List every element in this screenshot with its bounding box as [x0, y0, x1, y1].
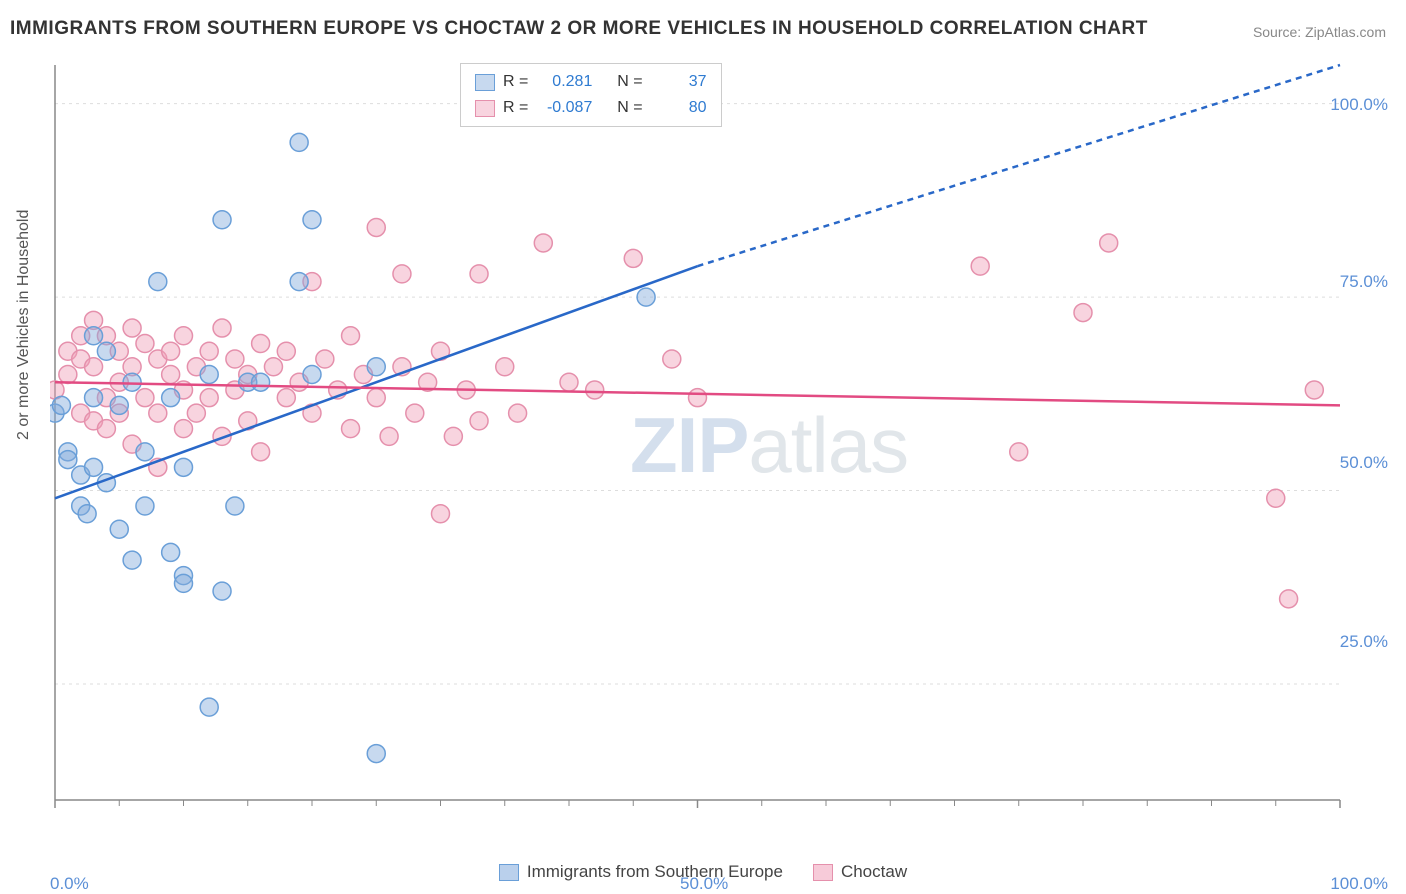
r-label-a: R =: [503, 73, 528, 91]
bottom-legend-label-a: Immigrants from Southern Europe: [527, 862, 783, 882]
bottom-legend-label-b: Choctaw: [841, 862, 907, 882]
plot-area: [50, 60, 1390, 830]
y-tick-25: 25.0%: [1340, 632, 1388, 652]
y-tick-100: 100.0%: [1330, 95, 1388, 115]
r-label-b: R =: [503, 99, 528, 117]
n-value-a: 37: [651, 73, 707, 91]
r-value-a: 0.281: [536, 73, 592, 91]
source-attribution: Source: ZipAtlas.com: [1253, 24, 1386, 40]
y-tick-50: 50.0%: [1340, 453, 1388, 473]
bottom-legend-item-b: Choctaw: [813, 862, 907, 882]
y-tick-75: 75.0%: [1340, 272, 1388, 292]
y-axis-label: 2 or more Vehicles in Household: [15, 210, 33, 440]
r-value-b: -0.087: [536, 99, 592, 117]
n-value-b: 80: [651, 99, 707, 117]
swatch-series-b: [475, 100, 495, 117]
scatter-plot-svg: [50, 60, 1390, 830]
correlation-legend: R = 0.281 N = 37 R = -0.087 N = 80: [460, 63, 722, 127]
swatch-series-a: [475, 74, 495, 91]
bottom-legend-item-a: Immigrants from Southern Europe: [499, 862, 783, 882]
swatch-bottom-a: [499, 864, 519, 881]
legend-row-series-a: R = 0.281 N = 37: [475, 69, 707, 95]
n-label-a: N =: [617, 73, 642, 91]
source-link[interactable]: ZipAtlas.com: [1305, 24, 1386, 40]
swatch-bottom-b: [813, 864, 833, 881]
source-prefix: Source:: [1253, 24, 1305, 40]
chart-title: IMMIGRANTS FROM SOUTHERN EUROPE VS CHOCT…: [10, 18, 1148, 40]
n-label-b: N =: [617, 99, 642, 117]
bottom-legend: Immigrants from Southern Europe Choctaw: [0, 862, 1406, 882]
legend-row-series-b: R = -0.087 N = 80: [475, 95, 707, 121]
